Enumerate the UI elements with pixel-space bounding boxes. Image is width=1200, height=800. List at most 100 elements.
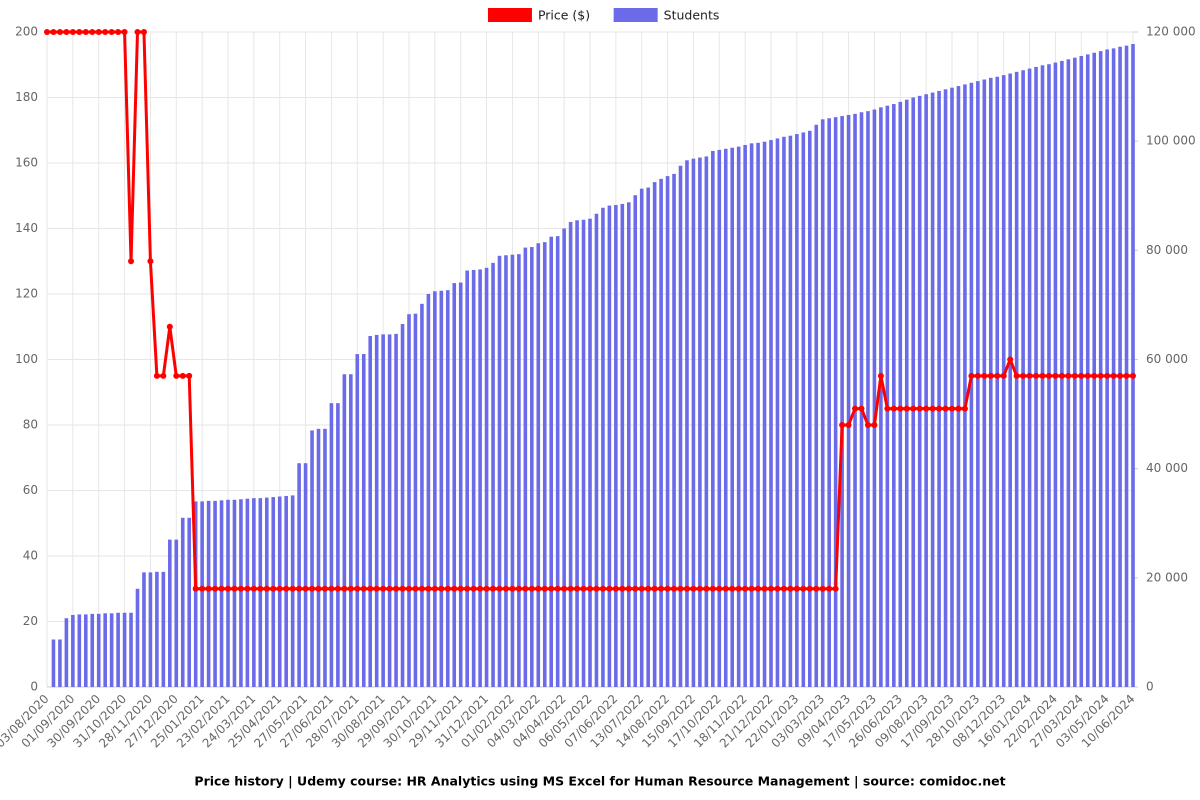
bar — [336, 403, 340, 687]
bar — [1124, 45, 1129, 688]
bar — [1085, 54, 1090, 688]
chart-title: Price history | Udemy course: HR Analyti… — [194, 774, 1005, 789]
price-point — [225, 585, 231, 592]
bar — [859, 112, 864, 688]
price-point — [580, 585, 587, 592]
bar — [749, 143, 754, 688]
bar — [445, 290, 450, 687]
bar — [187, 517, 192, 687]
price-point — [638, 585, 645, 592]
y2-tick-label: 60 000 — [1146, 352, 1188, 366]
price-point — [548, 585, 555, 592]
price-point — [257, 585, 264, 592]
price-point — [612, 585, 619, 592]
bar — [549, 236, 554, 687]
price-point — [354, 585, 361, 592]
bar — [258, 498, 263, 687]
price-point — [1091, 372, 1098, 379]
bar — [1079, 56, 1084, 688]
bar — [64, 618, 69, 687]
price-point — [296, 585, 303, 592]
bar — [782, 136, 786, 688]
y-tick-label: 40 — [23, 549, 38, 563]
bar — [271, 497, 276, 687]
bar — [691, 158, 696, 688]
bar — [413, 313, 418, 687]
price-point — [147, 258, 154, 265]
bar — [898, 101, 903, 687]
y2-tick-label: 40 000 — [1146, 461, 1188, 475]
y-tick-label: 180 — [15, 90, 38, 104]
price-point — [218, 585, 225, 592]
price-point — [651, 585, 658, 592]
bar — [374, 334, 379, 687]
bar — [846, 114, 851, 687]
price-point — [179, 372, 186, 379]
price-point — [936, 405, 943, 412]
price-point — [884, 405, 891, 412]
price-point — [373, 585, 380, 592]
price-point — [244, 585, 251, 592]
price-point — [535, 585, 542, 592]
bar — [879, 107, 883, 687]
bar — [904, 99, 909, 687]
price-point — [961, 405, 968, 412]
price-point — [1104, 372, 1111, 379]
bar — [924, 94, 928, 688]
bar — [400, 324, 405, 687]
bar — [381, 334, 385, 687]
price-point — [237, 585, 244, 592]
price-point — [599, 585, 606, 592]
bar — [1092, 52, 1097, 688]
bar — [956, 86, 961, 688]
price-point — [173, 372, 180, 379]
price-point — [128, 258, 135, 265]
price-point — [470, 585, 477, 592]
bar — [155, 571, 159, 687]
price-point — [380, 585, 387, 592]
price-point — [735, 585, 742, 592]
y-tick-label: 0 — [30, 680, 38, 694]
bar — [355, 354, 360, 687]
bar — [575, 220, 579, 687]
price-point — [502, 585, 509, 592]
price-point — [1084, 372, 1091, 379]
bar — [853, 113, 857, 687]
bar — [1131, 44, 1135, 687]
y2-tick-label: 120 000 — [1146, 25, 1196, 39]
price-point — [567, 585, 574, 592]
price-point — [955, 405, 962, 412]
price-point — [1052, 372, 1059, 379]
bar — [1073, 57, 1077, 687]
price-point — [63, 29, 70, 35]
bar — [323, 428, 327, 687]
price-point — [645, 585, 652, 592]
price-point — [212, 585, 219, 592]
price-point — [95, 29, 102, 35]
price-point — [1026, 372, 1033, 379]
price-point — [826, 585, 833, 592]
bar — [562, 228, 566, 687]
bar — [659, 178, 663, 687]
bar — [969, 82, 974, 687]
y-tick-label: 20 — [23, 614, 38, 628]
price-point — [438, 585, 445, 592]
price-point — [302, 585, 309, 592]
bar — [161, 571, 166, 687]
bar — [142, 572, 146, 687]
price-point — [1013, 372, 1020, 379]
price-point — [82, 29, 89, 35]
price-point — [160, 372, 167, 379]
bar — [122, 612, 127, 687]
price-point — [276, 585, 283, 592]
bar — [1105, 49, 1109, 687]
price-point — [910, 405, 917, 412]
price-point — [897, 405, 904, 412]
price-point — [561, 585, 568, 592]
bar — [349, 374, 353, 687]
bar — [452, 283, 457, 687]
price-point — [632, 585, 639, 592]
bar — [530, 247, 534, 687]
bar — [711, 150, 715, 687]
